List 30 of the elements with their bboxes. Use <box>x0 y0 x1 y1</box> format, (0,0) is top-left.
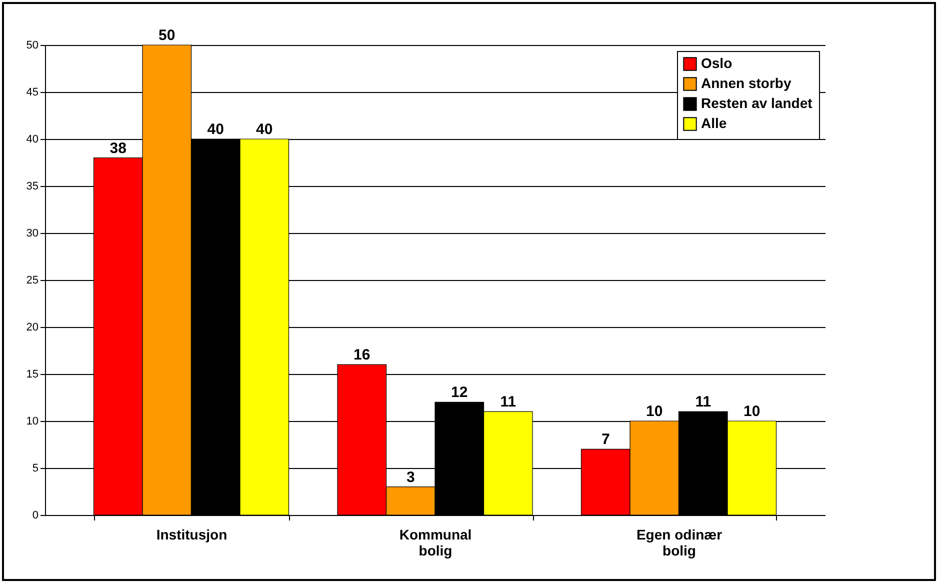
data-label: 38 <box>110 140 126 157</box>
data-label: 7 <box>601 431 610 448</box>
x-tick-label: Institusjon <box>156 526 228 542</box>
x-tick-label: Egen odinær bolig <box>636 526 723 558</box>
y-tick-label: 30 <box>26 228 38 240</box>
y-tick-label: 35 <box>26 180 38 192</box>
data-label: 16 <box>354 346 370 364</box>
legend-label: Annen storby <box>701 75 792 91</box>
y-tick-label: 15 <box>26 368 38 380</box>
legend-label: Oslo <box>701 55 732 71</box>
data-label: 10 <box>646 403 663 420</box>
data-label: 3 <box>406 468 415 486</box>
y-tick-label: 40 <box>26 134 38 146</box>
data-label: 10 <box>744 403 760 420</box>
legend-label: Resten av landet <box>701 95 813 111</box>
data-label: 50 <box>158 27 176 44</box>
data-label: 40 <box>207 121 224 138</box>
data-label: 12 <box>451 384 468 402</box>
y-tick-label: 50 <box>26 40 38 52</box>
y-tick-label: 20 <box>26 322 38 334</box>
data-label: 40 <box>256 121 273 138</box>
legend-label: Alle <box>701 115 727 131</box>
data-label: 11 <box>695 394 712 411</box>
y-tick-label: 0 <box>32 510 38 522</box>
y-tick-label: 5 <box>32 462 38 474</box>
data-label: 11 <box>500 394 516 411</box>
y-tick-label: 45 <box>26 86 38 98</box>
y-tick-label: 10 <box>26 416 38 428</box>
y-tick-label: 25 <box>26 274 38 286</box>
x-tick-label: Kommunal bolig <box>399 526 472 558</box>
